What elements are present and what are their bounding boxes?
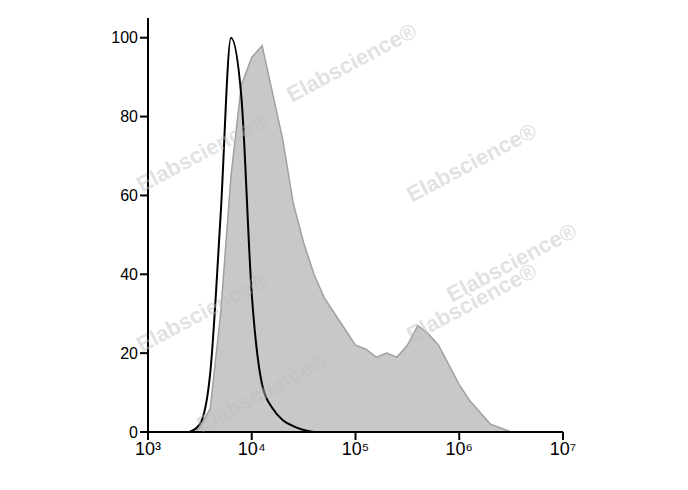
svg-text:10⁵: 10⁵ [342, 439, 369, 459]
svg-text:20: 20 [120, 345, 138, 362]
svg-text:40: 40 [120, 266, 138, 283]
svg-text:60: 60 [120, 187, 138, 204]
svg-text:10⁴: 10⁴ [238, 439, 266, 459]
svg-text:10⁶: 10⁶ [446, 439, 473, 459]
svg-text:100: 100 [111, 29, 138, 46]
svg-text:80: 80 [120, 108, 138, 125]
svg-text:10⁷: 10⁷ [550, 439, 577, 459]
svg-text:0: 0 [129, 424, 138, 441]
svg-text:10³: 10³ [135, 439, 161, 459]
